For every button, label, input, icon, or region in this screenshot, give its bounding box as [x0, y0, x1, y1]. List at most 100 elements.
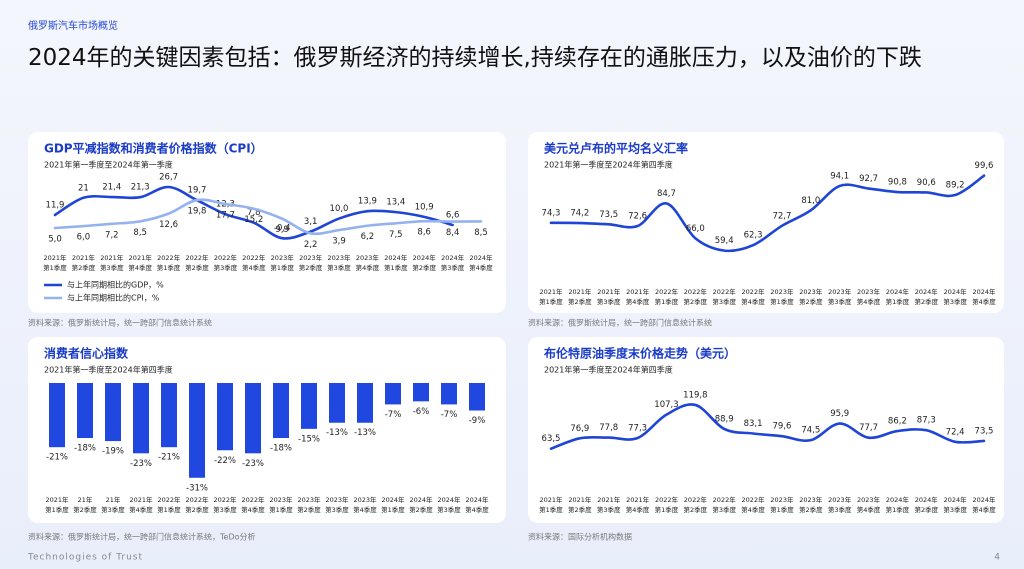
data-label: -7%: [385, 410, 402, 420]
source: 资料来源：俄罗斯统计局，统一跨部门信息统计系统，TeDo分析: [28, 532, 256, 542]
x-tick-label: 2024年: [944, 495, 968, 504]
bar: [161, 383, 177, 448]
data-label: 66,0: [686, 224, 705, 234]
data-label: 6,6: [446, 210, 460, 220]
data-label: -23%: [242, 459, 264, 469]
card: [528, 132, 1004, 313]
data-label: 92,7: [859, 174, 878, 184]
x-tick-label: 第2季度: [72, 263, 96, 272]
data-label: 7,5: [389, 230, 403, 240]
x-tick-label: 第2季度: [409, 505, 433, 514]
x-tick-label: 2023年: [857, 287, 881, 296]
data-label: 8,5: [474, 228, 488, 238]
x-tick-label: 第4季度: [857, 297, 881, 306]
bar: [189, 383, 205, 478]
source: 资料来源：俄罗斯统计局，统一跨部门信息统计系统: [528, 318, 712, 328]
x-tick-label: 第1季度: [269, 505, 293, 514]
line: [53, 185, 454, 240]
data-label: 72,4: [946, 427, 965, 437]
x-tick-label: 第4季度: [469, 263, 493, 272]
line: [549, 403, 986, 451]
x-tick-label: 2023年: [356, 253, 380, 262]
data-label: -19%: [102, 447, 124, 457]
x-tick-label: 2023年: [325, 495, 349, 504]
data-label: 84,7: [657, 189, 676, 199]
x-tick-label: 第2季度: [568, 505, 592, 514]
x-tick-label: 第3季度: [597, 505, 621, 514]
x-tick-label: 2021年: [129, 253, 153, 262]
x-tick-label: 第1季度: [770, 505, 794, 514]
data-label: 119,8: [683, 390, 707, 400]
data-label: 90,6: [917, 178, 936, 188]
x-tick-label: 2022年: [213, 495, 237, 504]
x-tick-label: 第4季度: [626, 505, 650, 514]
page-number: 4: [994, 553, 1000, 563]
data-label: -13%: [326, 428, 348, 438]
chart-subtitle: 2021年第一季度至2024年第一季度: [44, 160, 173, 170]
x-tick-label: 第1季度: [270, 263, 294, 272]
source: 资料来源：国际分析机构数据: [528, 532, 632, 542]
source: 资料来源：俄罗斯统计局，统一跨部门信息统计系统: [28, 318, 212, 328]
x-tick-label: 第4季度: [626, 297, 650, 306]
x-tick-label: 第1季度: [157, 263, 181, 272]
x-tick-label: 2023年: [269, 495, 293, 504]
data-label: 12,6: [159, 220, 178, 230]
x-tick-label: 2022年: [655, 287, 679, 296]
data-label: 74,5: [801, 426, 820, 436]
data-label: -7%: [441, 410, 458, 420]
card: [28, 132, 506, 313]
x-tick-label: 21年: [78, 495, 93, 504]
x-tick-label: 第1季度: [886, 505, 910, 514]
x-tick-label: 2022年: [241, 495, 265, 504]
x-tick-label: 2022年: [185, 495, 209, 504]
x-tick-label: 第1季度: [43, 263, 67, 272]
x-tick-label: 2024年: [413, 253, 437, 262]
data-label: 8,4: [446, 228, 460, 238]
bar: [441, 383, 457, 405]
data-label: 77,3: [628, 423, 647, 433]
bar: [469, 383, 485, 411]
data-label: 19,8: [188, 207, 207, 217]
x-tick-label: 2022年: [214, 253, 238, 262]
data-label: 73,5: [599, 210, 618, 220]
x-tick-label: 第2季度: [914, 505, 938, 514]
x-tick-label: 2021年: [45, 495, 69, 504]
x-tick-label: 第3季度: [943, 297, 967, 306]
data-label: 15,2: [244, 215, 263, 225]
x-tick-label: 2023年: [353, 495, 377, 504]
x-tick-label: 第1季度: [539, 505, 563, 514]
x-tick-label: 第3季度: [441, 263, 465, 272]
data-label: 21: [78, 183, 89, 193]
x-tick-label: 第2季度: [185, 263, 209, 272]
data-label: 26,7: [159, 173, 178, 183]
x-tick-label: 2021年: [72, 253, 96, 262]
data-label: -18%: [270, 444, 292, 454]
x-tick-label: 第3季度: [213, 505, 237, 514]
chart-subtitle: 2021年第一季度至2024年第四季度: [544, 160, 673, 170]
x-tick-label: 第3季度: [943, 505, 967, 514]
x-tick-label: 第1季度: [45, 505, 69, 514]
x-tick-label: 第3季度: [828, 505, 852, 514]
data-label: -31%: [186, 483, 208, 493]
bar: [105, 383, 121, 442]
data-label: 89,2: [946, 181, 965, 191]
x-tick-label: 2024年: [409, 495, 433, 504]
x-tick-label: 2022年: [742, 287, 766, 296]
x-tick-label: 2023年: [327, 253, 351, 262]
x-tick-label: 2021年: [100, 253, 124, 262]
x-tick-label: 2024年: [441, 253, 465, 262]
data-label: -21%: [158, 453, 180, 463]
line: [53, 198, 483, 236]
x-tick-label: 2024年: [944, 287, 968, 296]
bar: [49, 383, 65, 448]
data-label: 10,9: [415, 202, 434, 212]
x-tick-label: 第4季度: [242, 263, 266, 272]
bar: [133, 383, 149, 454]
data-label: 74,3: [542, 208, 561, 218]
data-label: 88,9: [715, 414, 734, 424]
data-label: 9,9: [275, 225, 289, 235]
bar: [273, 383, 289, 439]
data-label: -22%: [214, 456, 236, 466]
